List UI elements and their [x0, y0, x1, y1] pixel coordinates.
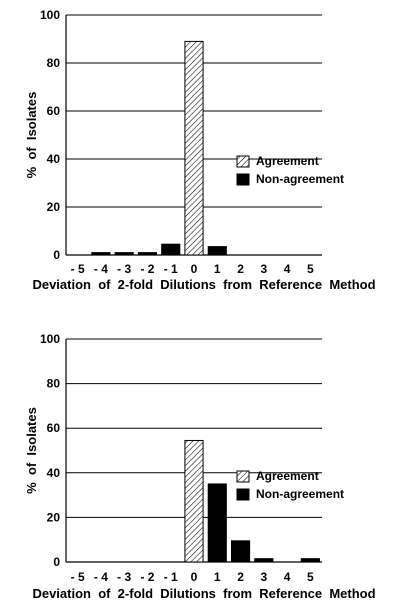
x-tick-label: - 1	[164, 262, 178, 276]
x-tick-label: - 4	[94, 570, 108, 584]
bar-non-agreement	[300, 558, 320, 563]
bottom-chart: 0 20 40 60 80 100 - 5 - 4 - 3 - 2 - 1 0 1 2 3 4 5 Deviati…	[24, 332, 376, 601]
legend-swatch-non-agreement	[236, 488, 250, 501]
legend-swatch-agreement	[236, 155, 250, 168]
legend-label: Agreement	[256, 469, 319, 483]
bar-non-agreement	[207, 246, 227, 256]
legend-swatch-non-agreement	[236, 173, 250, 186]
x-tick-label: - 5	[71, 570, 85, 584]
y-tick-label: 40	[47, 466, 61, 480]
x-tick-label: 1	[214, 262, 221, 276]
y-tick-label: 20	[47, 200, 61, 214]
bar-non-agreement	[137, 252, 158, 256]
x-tick-label: 0	[191, 570, 198, 584]
legend-swatch-agreement	[236, 470, 250, 483]
legend: Agreement Non-agreement	[236, 154, 344, 186]
x-tick-label: 0	[191, 262, 198, 276]
y-tick-label: 0	[53, 555, 60, 569]
y-tick-label: 20	[47, 510, 61, 524]
bar-non-agreement	[161, 243, 181, 256]
bar-non-agreement	[230, 540, 251, 563]
y-axis-title: % of Isolates	[24, 92, 39, 179]
x-tick-label: 4	[284, 262, 291, 276]
y-tick-label: 60	[47, 421, 61, 435]
x-tick-label: 5	[307, 262, 314, 276]
y-tick-label: 40	[47, 152, 61, 166]
x-tick-label: 3	[260, 570, 267, 584]
x-tick-label: 5	[307, 570, 314, 584]
y-tick-label: 0	[53, 248, 60, 262]
x-tick-label: 4	[284, 570, 291, 584]
x-axis-title: Deviation of 2-fold Dilutions from Refer…	[32, 586, 375, 601]
bar-non-agreement	[207, 483, 227, 563]
bar-non-agreement	[114, 252, 134, 256]
y-tick-label: 80	[47, 377, 61, 391]
bar-non-agreement	[91, 252, 111, 256]
x-tick-label: - 2	[140, 570, 154, 584]
x-tick-label: 2	[237, 570, 244, 584]
bar-agreement	[184, 40, 204, 256]
legend-label: Non-agreement	[256, 487, 344, 501]
legend-label: Agreement	[256, 154, 319, 168]
x-tick-label: - 3	[117, 570, 131, 584]
bar-non-agreement	[254, 558, 274, 563]
x-tick-label: - 3	[117, 262, 131, 276]
y-tick-label: 80	[47, 56, 61, 70]
x-tick-label: - 2	[140, 262, 154, 276]
top-chart: 0 20 40 60 80 100 - 5 - 4 - 3 - 2 - 1 0 1 2 3 4 5Deviati…	[24, 8, 376, 292]
x-tick-label: - 1	[164, 570, 178, 584]
y-tick-label: 100	[40, 8, 60, 22]
bar-agreement	[184, 439, 204, 563]
legend-label: Non-agreement	[256, 172, 344, 186]
x-tick-label: 3	[260, 262, 267, 276]
y-tick-label: 60	[47, 104, 61, 118]
y-axis-title: % of Isolates	[24, 407, 39, 494]
legend: Agreement Non-agreement	[236, 469, 344, 501]
x-tick-label: - 5	[71, 262, 85, 276]
x-tick-label: - 4	[94, 262, 108, 276]
x-axis-title: Deviation of 2-fold Dilutions from Refer…	[32, 277, 375, 292]
x-tick-label: 1	[214, 570, 221, 584]
x-tick-label: 2	[237, 262, 244, 276]
y-tick-label: 100	[40, 332, 60, 346]
